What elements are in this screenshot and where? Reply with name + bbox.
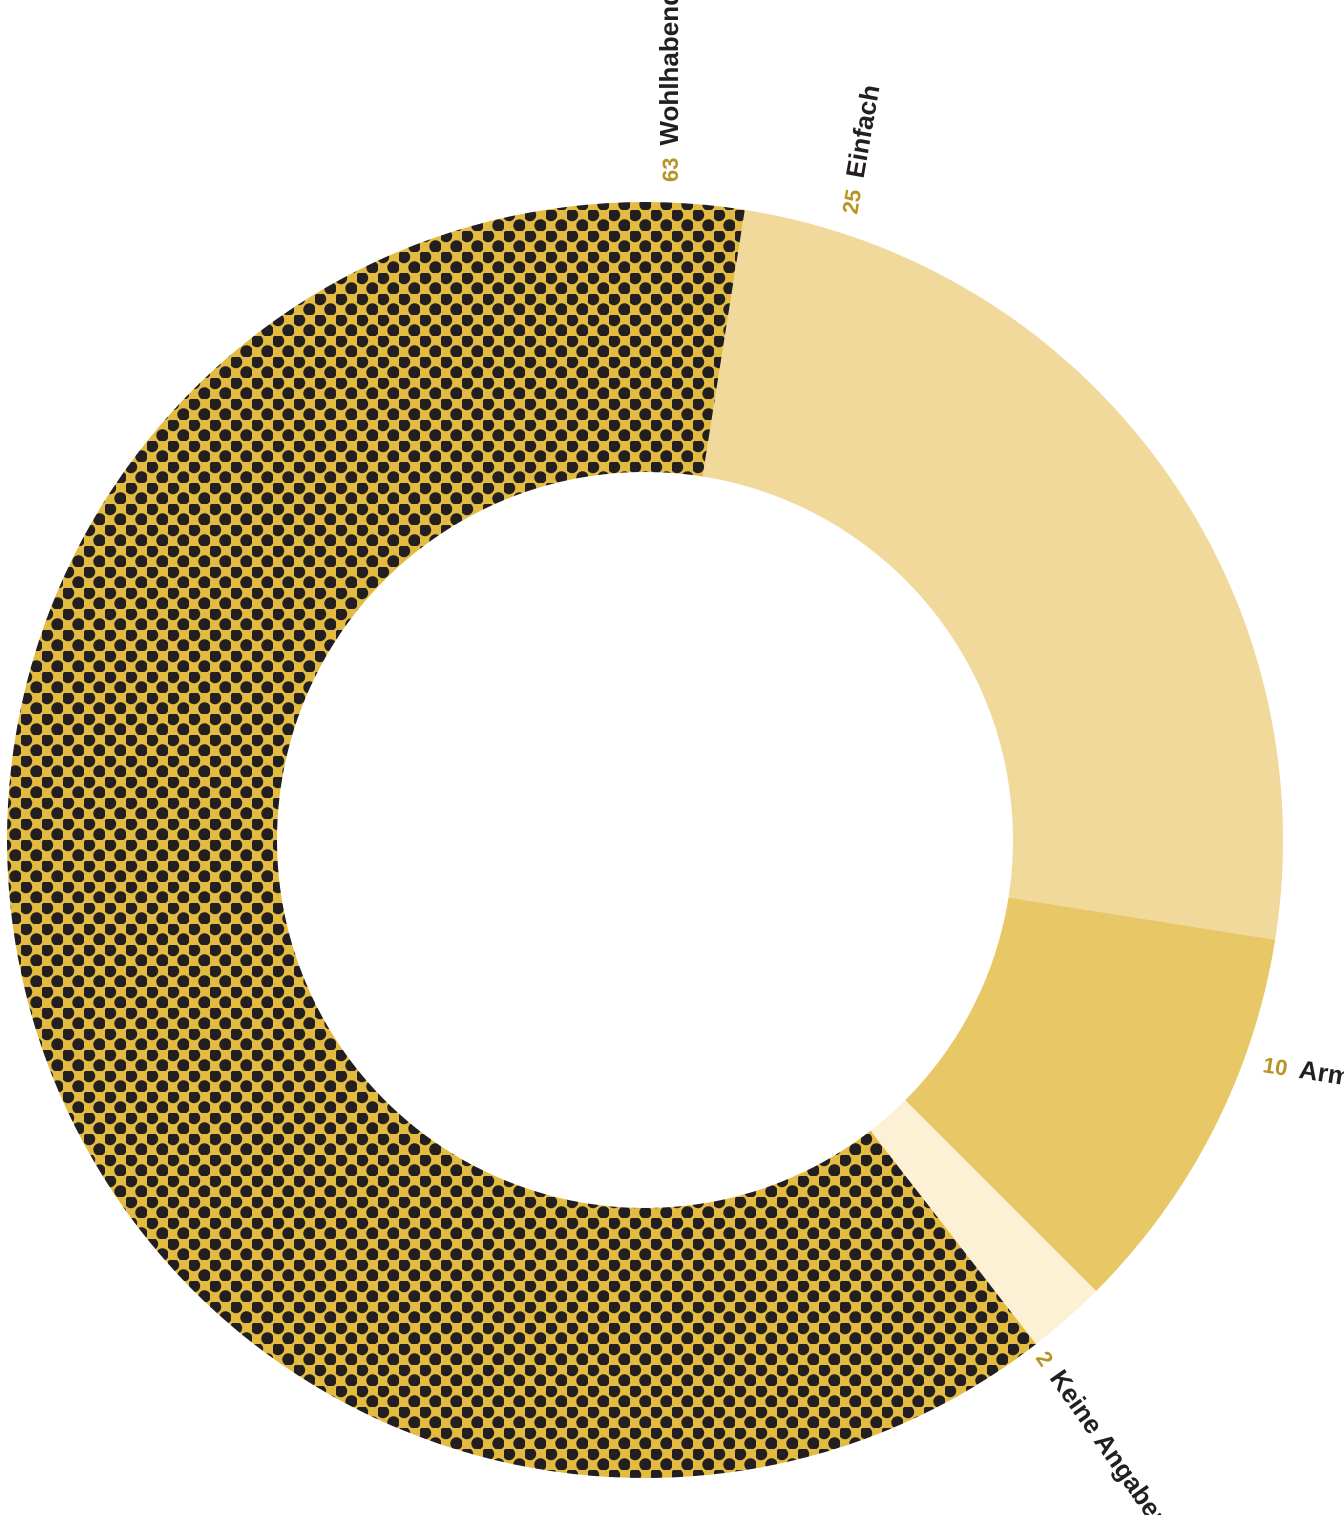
slice-einfach <box>702 209 1283 940</box>
slice-name-label: Keine Angaben <box>1044 1364 1177 1515</box>
slice-name-label: Arm <box>1297 1054 1344 1092</box>
slice-value-label: 25 <box>837 187 866 215</box>
slice-keine-angaben <box>870 1100 1097 1345</box>
slice-value-label: 2 <box>1031 1347 1059 1371</box>
slice-wohlhabend <box>6 201 1037 1478</box>
slice-label-keine-angaben: 2Keine Angaben <box>1030 1344 1176 1515</box>
slice-name-label: Einfach <box>840 82 886 180</box>
slice-label-arm: 10 Arm <box>1261 1048 1344 1091</box>
slice-value-label: 10 <box>1261 1052 1289 1081</box>
slice-label-einfach: 25 Einfach <box>833 82 885 216</box>
slice-value-label: 63 <box>658 158 683 182</box>
slice-arm <box>905 897 1276 1292</box>
slices-group <box>6 201 1283 1478</box>
slice-name-label: Wohlhabend <box>654 0 684 146</box>
slice-label-wohlhabend: 63 Wohlhabend <box>654 0 684 182</box>
